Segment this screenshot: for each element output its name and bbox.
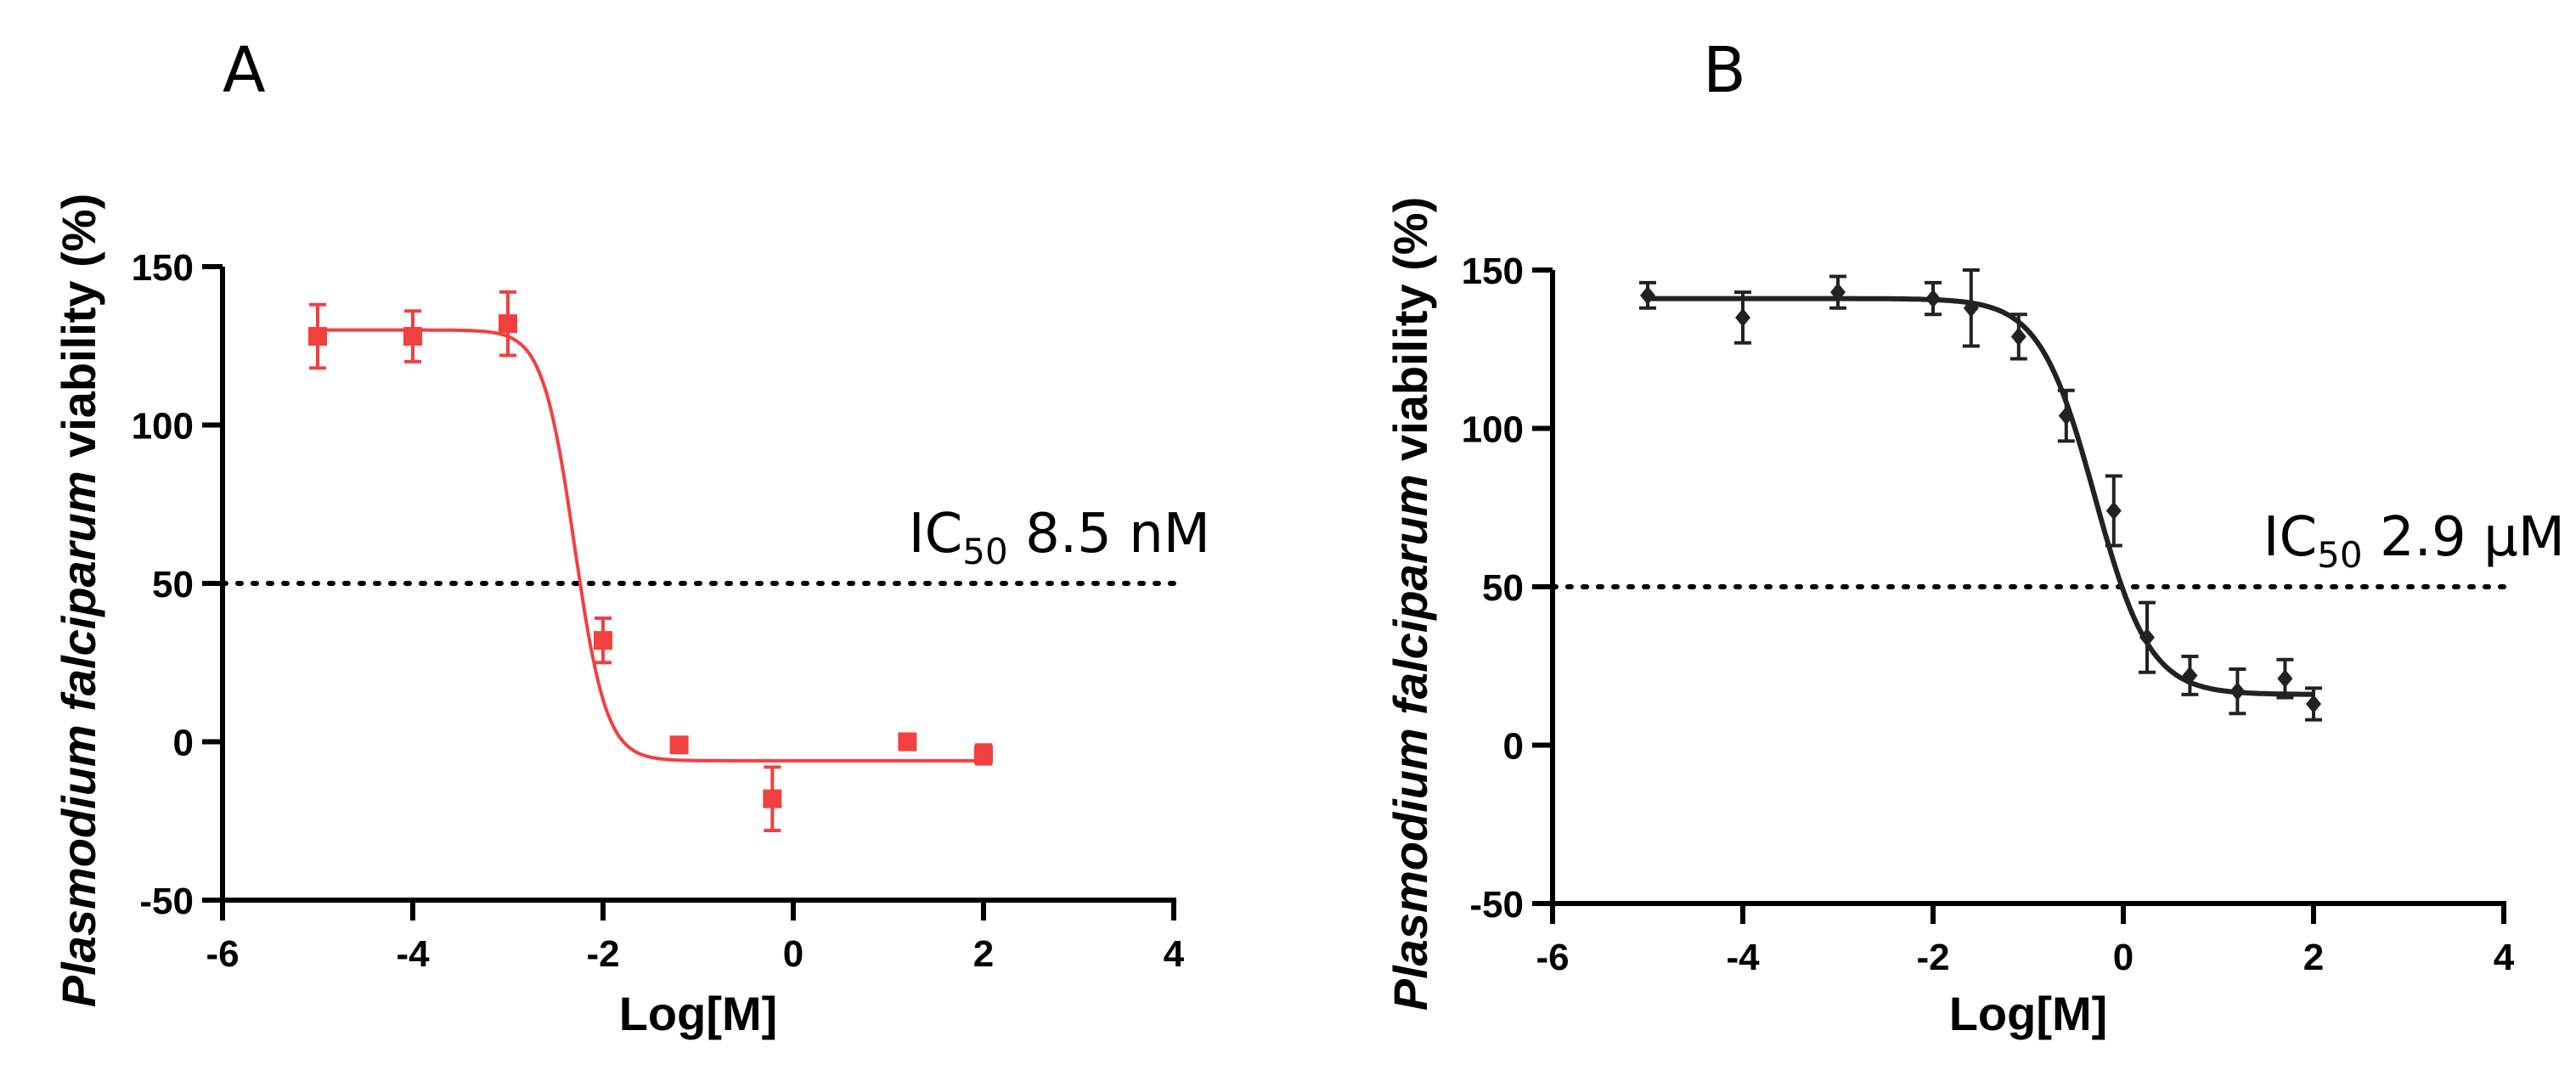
data-point <box>974 745 993 764</box>
y-axis-title: Plasmodium falciparum viability (%) <box>52 194 105 1007</box>
x-tick-label: -4 <box>396 933 430 975</box>
data-point <box>2105 501 2122 521</box>
data-point-group <box>1962 268 1980 348</box>
ic50-value: 2.9 µM <box>2363 506 2565 569</box>
data-point <box>2139 628 2155 647</box>
data-point <box>1735 307 1750 327</box>
y-axis-title-species: Plasmodium falciparum <box>1384 475 1437 1011</box>
data-point-group <box>2057 388 2075 443</box>
data-point-group <box>594 617 612 665</box>
data-point <box>2058 406 2074 425</box>
data-point-group <box>2010 312 2027 361</box>
x-tick-label: -4 <box>1726 937 1760 978</box>
data-point <box>403 327 422 346</box>
data-point-group <box>2276 657 2294 700</box>
data-point-group <box>974 743 993 766</box>
panel-b: B -50 0 50 100 150 -6 -4 -2 0 2 4 Log[M] Plasmodium f… <box>1384 34 2565 1040</box>
x-tick-label: -6 <box>206 933 239 975</box>
data-point-group <box>669 735 689 755</box>
data-point-group <box>763 765 782 832</box>
data-point <box>2306 695 2321 714</box>
panel-label: B <box>1703 34 1746 107</box>
y-tick-label: 150 <box>132 247 194 289</box>
y-tick-label: 150 <box>1462 251 1524 292</box>
data-point-group <box>1734 290 1751 345</box>
data-point-group <box>499 290 517 358</box>
data-point <box>898 732 917 752</box>
data-point <box>499 314 517 334</box>
y-tick-label: 100 <box>1462 409 1524 451</box>
data-point-group <box>2305 686 2322 722</box>
x-tick-label: -2 <box>1916 937 1949 978</box>
x-tick-label: -6 <box>1536 937 1569 978</box>
data-point-group <box>898 732 917 752</box>
y-tick-label: -50 <box>139 881 194 922</box>
ic50-annotation: IC50 2.9 µM <box>2263 506 2565 576</box>
data-point <box>1830 283 1846 302</box>
data-point-group <box>1829 274 1846 310</box>
data-point-group <box>2181 655 2199 696</box>
data-point-group <box>308 302 327 370</box>
ic50-subscript: 50 <box>2317 534 2362 576</box>
data-point <box>2229 682 2246 701</box>
data-point <box>669 735 689 755</box>
data-point-group <box>2105 474 2122 548</box>
data-point <box>763 789 782 808</box>
fit-curve <box>1648 296 2314 697</box>
data-point <box>2277 669 2293 689</box>
x-tick-label: 4 <box>2494 937 2515 978</box>
ic50-subscript: 50 <box>962 531 1007 572</box>
data-point <box>594 631 612 650</box>
y-tick-label: -50 <box>1469 884 1524 926</box>
x-tick-label: -2 <box>586 933 619 975</box>
panel-a: A -50 0 50 100 150 -6 -4 -2 0 2 4 Log[M] Plasmodium f… <box>52 34 1210 1040</box>
y-tick-label: 50 <box>152 564 194 605</box>
fit-curve <box>318 328 984 763</box>
x-tick-label: 0 <box>2113 937 2134 978</box>
data-point-group <box>2229 667 2246 716</box>
x-tick-label: 2 <box>2303 937 2324 978</box>
y-tick-label: 50 <box>1482 567 1524 609</box>
x-tick-label: 2 <box>973 933 994 975</box>
y-axis-title-species: Plasmodium falciparum <box>52 471 105 1008</box>
data-point <box>2182 666 2198 685</box>
panel-label: A <box>223 34 266 107</box>
data-point <box>1640 285 1655 305</box>
x-tick-label: 0 <box>783 933 803 975</box>
data-point <box>1963 298 1979 318</box>
data-point <box>1925 289 1941 308</box>
data-point <box>308 327 327 346</box>
data-point-group <box>1639 280 1656 310</box>
ic50-prefix: IC <box>2263 506 2318 569</box>
ic50-value: 8.5 nM <box>1008 503 1210 566</box>
y-tick-label: 0 <box>1503 726 1524 768</box>
ic50-annotation: IC50 8.5 nM <box>909 503 1210 572</box>
data-point-group <box>2139 600 2156 674</box>
x-tick-label: 4 <box>1164 933 1185 975</box>
data-point-group <box>403 309 422 363</box>
y-axis-title-unit: viability (%) <box>1384 197 1437 475</box>
data-point-group <box>1925 280 1942 317</box>
data-point <box>2010 327 2026 346</box>
y-tick-label: 100 <box>132 406 194 448</box>
x-axis-title: Log[M] <box>1949 987 2108 1040</box>
y-axis-title: Plasmodium falciparum viability (%) <box>1384 197 1437 1011</box>
x-axis-title: Log[M] <box>619 987 778 1040</box>
y-tick-label: 0 <box>173 723 194 764</box>
ic50-prefix: IC <box>909 503 963 566</box>
y-axis-title-unit: viability (%) <box>52 194 105 471</box>
